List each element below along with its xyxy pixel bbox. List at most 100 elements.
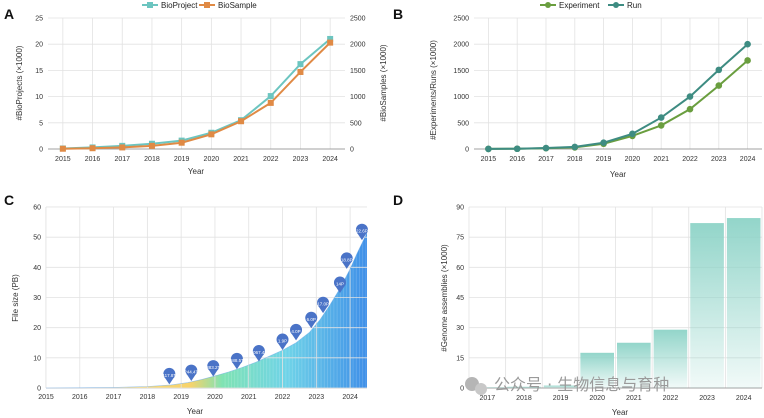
chart-d-bar-2021 [617,342,651,388]
chart-b-ytick: 0 [465,147,469,154]
chart-a-ytick: 25 [35,16,43,23]
chart-b-xtick: 2020 [625,156,641,163]
chart-a-point-biosample [89,145,96,152]
chart-c-xtick: 2022 [275,394,291,401]
chart-d-ytick: 60 [456,265,464,272]
chart-a-ytick: 20 [35,42,43,49]
chart-a-xtick: 2024 [322,156,338,163]
chart-d: 0 15 30 45 60 75 90 2017 2018 2019 2020 2021 2022 202… [440,205,763,417]
chart-b-point-run [744,40,751,48]
chart-c-xlabel: Year [187,407,204,416]
panel-label-b: B [393,6,403,22]
chart-d-bar-2018 [507,386,541,388]
chart-b: Experiment Run 0 500 1000 1500 2000 2500 2015 2… [429,1,762,179]
chart-d-xtick: 2019 [553,395,569,402]
chart-c-pin-marker [290,323,303,341]
legend-bioproject-marker [147,2,153,8]
chart-b-xtick: 2017 [538,156,554,163]
chart-c-area [46,232,367,388]
legend-experiment-label: Experiment [559,1,600,10]
chart-a-series-line-bioproject [62,38,331,150]
chart-c-pin-label: 18.8P [341,257,353,262]
chart-a-ytick: 0 [39,147,43,154]
chart-b-ytick: 2500 [453,16,469,23]
legend-run-marker [613,2,619,8]
chart-d-xtick: 2021 [626,395,642,402]
chart-a-legend: BioProject BioSample [142,1,257,10]
chart-d-ytick: 0 [460,386,464,393]
chart-d-ytick: 15 [456,355,464,362]
chart-a-xtick: 2018 [144,156,160,163]
chart-d-bar-2020 [580,352,614,388]
chart-a-point-biosample [148,142,155,149]
watermark: 公众号 · 生物信息与育种 [465,375,669,395]
chart-c-xtick: 2023 [309,394,325,401]
chart-b-point-experiment [715,82,723,89]
chart-c-pin-label: 383.2T [206,365,220,370]
chart-a-point-biosample [238,118,245,125]
chart-c-pin-label: 1.9P [278,338,287,343]
watermark-text: 公众号 · 生物信息与育种 [494,375,669,394]
chart-d-xtick: 2018 [516,395,532,402]
chart-a-y2tick: 500 [350,120,362,127]
legend-run-label: Run [627,1,642,10]
chart-b-point-run [715,66,723,74]
chart-c: 0 10 20 30 40 50 60 2015 2016 2017 2018 2019 2020 202… [11,205,368,416]
chart-b-point-run [542,144,550,152]
chart-d-bar-2022 [653,329,688,388]
chart-c-pin-marker [305,311,318,329]
chart-b-point-run [629,130,636,138]
chart-a-point-biosample [297,68,304,75]
chart-a-xtick: 2016 [85,156,101,163]
chart-b-xtick: 2015 [481,156,497,163]
chart-c-pin-marker [185,364,198,382]
chart-a-xtick: 2015 [55,156,71,163]
chart-c-pin-marker [207,360,220,377]
chart-a-y2label: #BioSamples (×1000) [379,44,388,121]
chart-b-xtick: 2021 [653,156,669,163]
chart-a: BioProject BioSample 0 5 10 15 20 25 0 500 1000 1… [15,1,388,176]
chart-b-xtick: 2022 [682,156,698,163]
chart-c-pin-label: 688.5T [230,358,244,363]
chart-c-pin-marker [355,223,368,241]
chart-a-xtick: 2023 [293,156,309,163]
chart-b-point-experiment [686,105,694,113]
chart-c-xtick: 2020 [207,394,223,401]
chart-a-point-biosample [119,144,126,151]
chart-b-ylabel: #Experiments/Runs (×1000) [429,40,438,140]
chart-b-point-run [686,93,694,100]
chart-a-point-bioproject [267,93,274,100]
panel-label-d: D [393,192,403,208]
chart-a-point-biosample [208,131,215,138]
chart-a-point-biosample [178,139,185,146]
chart-c-ytick: 60 [33,205,41,212]
chart-a-y2tick: 0 [350,147,354,154]
chart-d-xtick: 2023 [699,395,715,402]
panel-label-a: A [4,6,14,22]
chart-b-point-run [485,145,492,153]
chart-b-xtick: 2019 [596,156,612,163]
chart-b-xtick: 2024 [740,156,756,163]
chart-a-ytick: 10 [35,94,43,101]
legend-experiment-marker [545,2,551,8]
chart-b-point-run [513,145,521,153]
chart-a-point-bioproject [327,35,334,42]
chart-c-xtick: 2021 [241,394,257,401]
chart-b-point-experiment [657,122,665,129]
chart-b-xtick: 2016 [509,156,525,163]
chart-a-y2tick: 1000 [350,94,366,101]
chart-c-pin-label: 17.0P [317,302,329,307]
chart-b-point-run [657,114,665,121]
chart-a-xtick: 2019 [174,156,190,163]
legend-biosample-label: BioSample [218,1,257,10]
chart-b-series-line-experiment [488,59,749,150]
chart-d-xtick: 2022 [663,395,679,402]
chart-c-pin-marker [333,276,346,293]
chart-b-point-experiment [744,57,751,64]
chart-c-ylabel: File size (PB) [11,274,20,322]
chart-b-ytick: 1500 [453,68,469,75]
chart-a-xtick: 2020 [204,156,220,163]
chart-c-pin-label: 6.0P [307,317,316,322]
chart-b-xtick: 2018 [567,156,583,163]
chart-b-ytick: 500 [457,120,469,127]
